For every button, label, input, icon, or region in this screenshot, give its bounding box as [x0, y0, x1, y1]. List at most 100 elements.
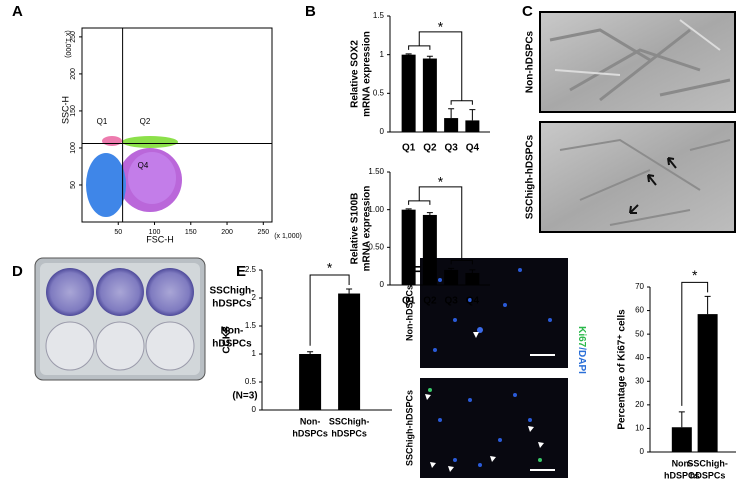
y-tick-label: 0.50	[368, 242, 384, 251]
error-bar	[426, 55, 433, 59]
x-tick-label: 250	[257, 229, 269, 236]
bracket	[309, 274, 350, 346]
error-bar	[405, 53, 412, 55]
y-axis-label: CCK8	[222, 326, 233, 354]
stain-name: Ki67	[576, 326, 587, 348]
axis-label: SSC-H	[60, 96, 70, 124]
axis-unit: (x 1,000)	[64, 30, 71, 58]
significance: *	[692, 267, 698, 283]
image-label: SSChigh-hDSPCs	[404, 390, 414, 466]
y-tick-label: 60	[635, 306, 644, 315]
row-label: Non-	[221, 326, 244, 337]
y-tick-label: 1.50	[368, 167, 384, 176]
bar	[465, 272, 480, 285]
error-bar	[346, 288, 353, 294]
axis-unit: (x 1,000)	[274, 233, 302, 240]
error-bar	[469, 109, 476, 121]
y-tick-label: 0.5	[245, 377, 257, 386]
y-tick-label: 1.00	[368, 205, 384, 214]
panel-label: F	[412, 263, 421, 280]
x-tick-label: Q4	[466, 143, 480, 154]
x-tick-label: Non-	[300, 416, 321, 426]
x-tick-label: Q1	[402, 143, 416, 154]
x-tick-label: 200	[221, 229, 233, 236]
panel-label: B	[305, 3, 316, 20]
error-bar	[448, 108, 455, 119]
quadrant-label: Q2	[140, 117, 151, 126]
bar	[299, 354, 322, 410]
significance: *	[327, 260, 333, 276]
bracket	[681, 281, 709, 406]
x-tick-label: Q4	[466, 296, 480, 307]
y-tick-label: 250	[70, 31, 77, 43]
bar	[338, 293, 361, 410]
y-tick-label: 40	[635, 353, 644, 362]
row-label: hDSPCs	[212, 339, 252, 350]
error-bar	[704, 295, 711, 315]
image-label: Non-hDSPCs	[404, 285, 414, 341]
y-tick-label: 30	[635, 376, 644, 385]
x-tick-label: Q2	[423, 296, 437, 307]
phase-image	[539, 121, 736, 233]
y-tick-label: 0	[640, 447, 645, 456]
y-tick-label: 0	[252, 405, 257, 414]
panel-label: A	[12, 3, 23, 20]
bracket	[408, 31, 473, 105]
x-tick-label: SSChigh-	[329, 416, 370, 426]
image-label: Non-hDSPCs	[525, 30, 536, 93]
y-tick-label: 1.5	[245, 321, 257, 330]
x-tick-label: hDSPCs	[664, 470, 700, 480]
y-axis-label: mRNA expression	[362, 186, 373, 272]
fluorescence-image	[420, 378, 568, 478]
y-tick-label: 20	[635, 400, 644, 409]
bracket	[408, 186, 473, 265]
x-tick-label: 150	[185, 229, 197, 236]
bar	[671, 427, 692, 452]
y-tick-label: 1	[252, 349, 257, 358]
error-bar	[678, 411, 685, 428]
cell-cloud	[86, 136, 182, 217]
phase-image	[539, 11, 736, 113]
x-tick-label: Q1	[402, 296, 416, 307]
error-bar	[448, 267, 455, 270]
stain-name: /DAPI	[576, 347, 587, 374]
y-tick-label: 1.5	[373, 11, 385, 20]
bar	[422, 58, 437, 132]
bar	[422, 214, 437, 285]
image-label: SSChigh-hDSPCs	[525, 134, 536, 219]
bar	[444, 118, 459, 132]
x-tick-label: 50	[114, 229, 122, 236]
panel-label: D	[12, 263, 23, 280]
significance: *	[438, 19, 444, 35]
bar	[401, 209, 416, 285]
significance: *	[438, 174, 444, 190]
y-axis-label: Relative SOX2	[350, 40, 361, 108]
quadrant-label: Q4	[138, 161, 149, 170]
y-tick-label: 0	[380, 127, 385, 136]
error-bar	[469, 269, 476, 273]
axis-label: FSC-H	[146, 234, 174, 244]
y-tick-label: 70	[635, 282, 644, 291]
y-tick-label: 100	[70, 142, 77, 154]
error-bar	[426, 212, 433, 215]
x-tick-label: Q3	[444, 143, 458, 154]
error-bar	[307, 351, 314, 354]
x-tick-label: SSChigh-	[687, 458, 728, 468]
y-tick-label: 50	[635, 329, 644, 338]
y-tick-label: 1	[380, 50, 385, 59]
fluorescence-image	[420, 258, 568, 368]
row-label: hDSPCs	[212, 299, 252, 310]
x-tick-label: Q2	[423, 143, 437, 154]
x-tick-label: hDSPCs	[292, 428, 328, 438]
y-tick-label: 10	[635, 424, 644, 433]
panel-label: C	[522, 3, 533, 20]
y-axis-label: mRNA expression	[362, 31, 373, 117]
quadrant-label: Q1	[97, 117, 108, 126]
x-tick-label: Non-	[672, 458, 693, 468]
y-tick-label: 2.5	[245, 265, 257, 274]
bar	[401, 54, 416, 132]
y-tick-label: 50	[70, 181, 77, 189]
plot-frame	[81, 27, 273, 223]
x-tick-label: 100	[149, 229, 161, 236]
